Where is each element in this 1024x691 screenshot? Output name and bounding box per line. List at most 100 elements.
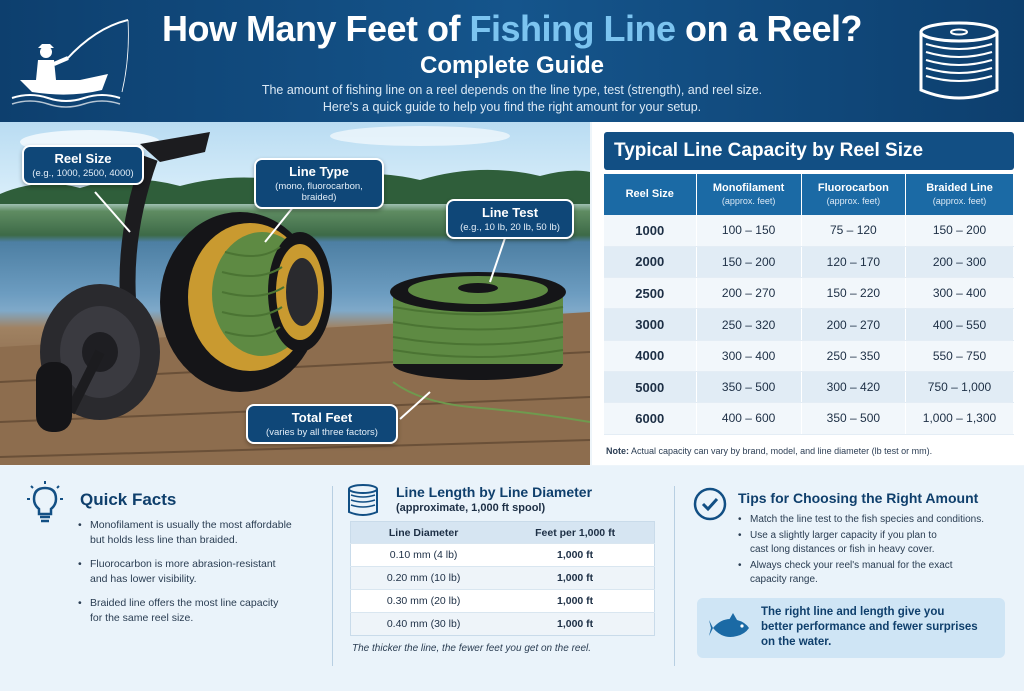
cell: 0.20 mm (10 lb) (350, 566, 497, 590)
callout-title: Line Test (481, 205, 539, 220)
cell: 200 – 270 (801, 308, 907, 341)
title-part-1: How Many Feet of (161, 8, 470, 49)
fact-line: Monofilament is usually the most afforda… (90, 519, 292, 531)
tips-list: Match the line test to the fish species … (738, 513, 1014, 587)
diameter-header-row: Line Diameter Feet per 1,000 ft (350, 521, 655, 544)
cell: 1000 (604, 215, 697, 247)
cell: 0.40 mm (30 lb) (350, 612, 497, 636)
header-monofilament: Monofilament (approx. feet) (696, 174, 802, 215)
fact-line: but holds less line than braided. (90, 534, 238, 546)
cell: 2000 (604, 246, 697, 279)
cell: 6000 (604, 402, 697, 435)
page-title: How Many Feet of Fishing Line on a Reel? (140, 8, 884, 50)
fact-line: for the same reel size. (90, 612, 194, 624)
fisherman-boat-icon (11, 19, 129, 108)
header-label: Reel Size (625, 188, 674, 200)
cell: 400 – 600 (696, 402, 802, 435)
cell: 4000 (604, 340, 697, 372)
header-label: Fluorocarbon (817, 181, 889, 194)
line-spool-icon (919, 21, 999, 100)
header-sub: (approx. feet) (721, 195, 776, 206)
quick-facts-title: Quick Facts (80, 490, 177, 509)
list-item: Match the line test to the fish species … (738, 513, 1014, 527)
page-subtitle: Complete Guide (419, 52, 605, 79)
callout-total-feet: Total Feet (varies by all three factors) (246, 404, 398, 444)
table-row: 3000 250 – 320 200 – 270 400 – 550 (604, 308, 1014, 341)
cell: 100 – 150 (696, 215, 802, 247)
message-line: better performance and fewer surprises (761, 621, 978, 633)
callout-subtitle: (e.g., 1000, 2500, 4000) (32, 168, 134, 179)
table-row: 4000 300 – 400 250 – 350 550 – 750 (604, 340, 1014, 372)
intro-line-1: The amount of fishing line on a reel dep… (261, 83, 763, 97)
cell: 300 – 400 (696, 340, 802, 372)
cell: 350 – 500 (696, 371, 802, 404)
title-highlight: Fishing Line (469, 8, 676, 49)
reel-photo-illustration: Reel Size (e.g., 1000, 2500, 4000) Line … (0, 122, 590, 465)
cell: 250 – 350 (801, 340, 907, 372)
capacity-panel: Typical Line Capacity by Reel Size Reel … (592, 122, 1024, 465)
table-row: 0.20 mm (10 lb) 1,000 ft (350, 566, 655, 590)
table-row: 1000 100 – 150 75 – 120 150 – 200 (604, 215, 1014, 247)
diameter-table: Line Diameter Feet per 1,000 ft 0.10 mm … (350, 521, 655, 636)
cell: 1,000 – 1,300 (905, 402, 1014, 435)
capacity-header-row: Reel Size Monofilament (approx. feet) Flu… (604, 174, 1014, 215)
message-line: The right line and length give you (761, 606, 945, 618)
cell: 400 – 550 (905, 308, 1014, 341)
header-sub: (approx. feet) (932, 195, 987, 206)
cell: 350 – 500 (801, 402, 907, 435)
tip-line: Use a slightly larger capacity if you pl… (750, 530, 937, 541)
capacity-note: Note: Actual capacity can vary by brand,… (606, 446, 932, 456)
tips-title: Tips for Choosing the Right Amount (738, 490, 979, 506)
table-row: 0.40 mm (30 lb) 1,000 ft (350, 612, 655, 636)
cell: 200 – 300 (905, 246, 1014, 279)
callout-title: Reel Size (54, 151, 112, 166)
note-text: Actual capacity can vary by brand, model… (629, 446, 933, 456)
cell: 0.30 mm (20 lb) (350, 589, 497, 613)
tip-message-box: The right line and length give you bette… (697, 598, 1005, 658)
table-row: 5000 350 – 500 300 – 420 750 – 1,000 (604, 371, 1014, 404)
callout-line-type: Line Type (mono, fluorocarbon, braided) (254, 158, 384, 209)
list-item: Monofilament is usually the most afforda… (78, 518, 318, 548)
diameter-title: Line Length by Line Diameter (396, 484, 593, 500)
fact-line: Fluorocarbon is more abrasion-resistant (90, 558, 276, 570)
cell: 1,000 ft (496, 612, 655, 636)
cell: 1,000 ft (496, 543, 655, 567)
tip-line: cast long distances or fish in heavy cov… (750, 544, 935, 555)
callout-subtitle: (mono, fluorocarbon, braided) (275, 181, 363, 203)
lightbulb-icon (27, 481, 63, 523)
tip-line: capacity range. (750, 574, 818, 585)
cell: 150 – 200 (905, 215, 1014, 247)
list-item: Always check your reel's manual for the … (738, 559, 1014, 587)
cell: 2500 (604, 277, 697, 310)
header-reel-size: Reel Size (604, 174, 697, 215)
fish-icon (709, 613, 749, 637)
list-item: Fluorocarbon is more abrasion-resistant a… (78, 557, 318, 587)
cell: 200 – 270 (696, 277, 802, 310)
callout-subtitle: (varies by all three factors) (266, 427, 378, 438)
cell: 3000 (604, 308, 697, 341)
header-banner: How Many Feet of Fishing Line on a Reel?… (0, 0, 1024, 122)
intro-line-2: Here's a quick guide to help you find th… (322, 100, 702, 114)
message-line: on the water. (761, 636, 832, 648)
header-label: Monofilament (712, 181, 785, 194)
table-row: 2000 150 – 200 120 – 170 200 – 300 (604, 246, 1014, 279)
table-row: 0.30 mm (20 lb) 1,000 ft (350, 589, 655, 613)
diameter-footnote: The thicker the line, the fewer feet you… (352, 643, 592, 654)
cell: 550 – 750 (905, 340, 1014, 372)
cell: 300 – 400 (905, 277, 1014, 310)
header-label: Braided Line (926, 181, 993, 194)
tip-message: The right line and length give you bette… (761, 605, 978, 650)
note-label: Note: (606, 446, 629, 456)
bottom-section: Quick Facts Monofilament is usually the … (0, 466, 1024, 691)
list-item: Use a slightly larger capacity if you pl… (738, 529, 1014, 557)
cell: 300 – 420 (801, 371, 907, 404)
tip-line: Match the line test to the fish species … (750, 514, 985, 525)
capacity-table: Reel Size Monofilament (approx. feet) Flu… (604, 174, 1014, 435)
fact-line: and has lower visibility. (90, 573, 197, 585)
header-braided: Braided Line (approx. feet) (905, 174, 1014, 215)
cell: 0.10 mm (4 lb) (350, 543, 497, 567)
cell: 150 – 200 (696, 246, 802, 279)
checkmark-circle-icon (693, 487, 727, 521)
spool-small-icon (348, 484, 378, 516)
cell: 750 – 1,000 (905, 371, 1014, 404)
